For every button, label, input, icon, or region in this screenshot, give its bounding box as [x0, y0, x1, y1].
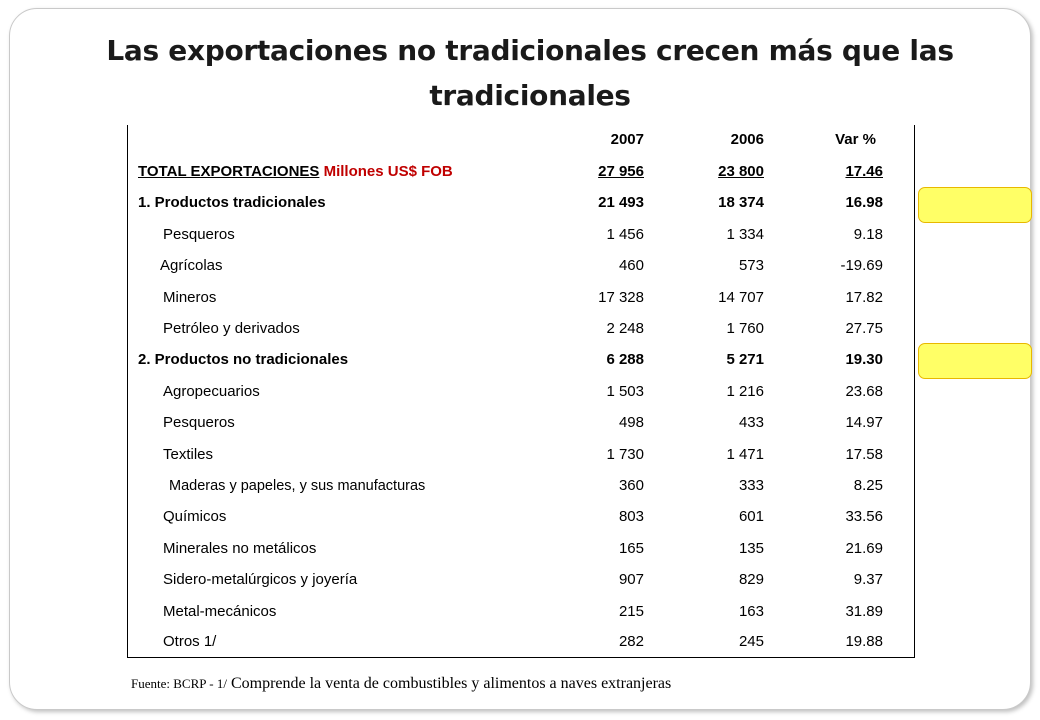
notrad-item-2006: 333	[738, 477, 764, 494]
trad-item-row: Agrícolas 460 573 -19.69	[128, 251, 914, 281]
notrad-item-row: Minerales no metálicos 165 135 21.69	[128, 534, 914, 564]
notrad-item-2006: 245	[738, 633, 764, 650]
notrad-item-2006: 163	[738, 603, 764, 620]
notrad-item-label: Químicos	[163, 508, 227, 525]
notrad-item-row: Pesqueros 498 433 14.97	[128, 408, 914, 438]
header-2007: 2007	[610, 131, 644, 148]
notrad-item-var: 9.37	[853, 571, 883, 588]
trad-item-label: Pesqueros	[163, 226, 235, 243]
total-2007: 27 956	[598, 163, 644, 180]
trad-row: 1. Productos tradicionales 21 493 18 374…	[128, 188, 914, 218]
trad-item-var: 9.18	[853, 226, 883, 243]
trad-item-row: Pesqueros 1 456 1 334 9.18	[128, 220, 914, 250]
notrad-item-row: Sidero-metalúrgicos y joyería 907 829 9.…	[128, 565, 914, 595]
trad-item-2007: 2 248	[606, 320, 644, 337]
notrad-item-label: Maderas y papeles, y sus manufacturas	[169, 478, 426, 494]
trad-item-2006: 1 760	[726, 320, 764, 337]
notrad-item-var: 8.25	[853, 477, 883, 494]
notrad-label: 2. Productos no tradicionales	[138, 351, 349, 368]
total-2006: 23 800	[718, 163, 764, 180]
footnote-note: Comprende la venta de combustibles y ali…	[226, 675, 672, 692]
notrad-item-2007: 907	[618, 571, 644, 588]
notrad-item-label: Textiles	[163, 446, 214, 463]
notrad-item-2006: 1 471	[726, 446, 764, 463]
notrad-item-2007: 1 730	[606, 446, 644, 463]
total-var: 17.46	[845, 163, 883, 180]
notrad-item-label: Otros 1/	[163, 633, 217, 650]
notrad-item-2007: 215	[618, 603, 644, 620]
total-label-wrap: TOTAL EXPORTACIONES Millones US$ FOB	[138, 162, 453, 182]
notrad-item-2006: 433	[738, 414, 764, 431]
notrad-item-var: 31.89	[845, 603, 883, 620]
trad-item-var: 27.75	[845, 320, 883, 337]
notrad-item-row: Textiles 1 730 1 471 17.58	[128, 440, 914, 470]
notrad-item-var: 17.58	[845, 446, 883, 463]
notrad-item-2007: 165	[618, 540, 644, 557]
total-label: TOTAL EXPORTACIONES	[138, 163, 320, 180]
notrad-item-label: Minerales no metálicos	[163, 540, 317, 557]
trad-item-2007: 1 456	[606, 226, 644, 243]
notrad-item-label: Sidero-metalúrgicos y joyería	[163, 571, 358, 588]
notrad-item-row: Químicos 803 601 33.56	[128, 502, 914, 532]
notrad-item-row: Otros 1/ 282 245 19.88	[128, 627, 914, 657]
trad-item-row: Mineros 17 328 14 707 17.82	[128, 283, 914, 313]
notrad-item-2007: 360	[618, 477, 644, 494]
notrad-item-var: 19.88	[845, 633, 883, 650]
notrad-item-var: 33.56	[845, 508, 883, 525]
notrad-item-2007: 803	[618, 508, 644, 525]
notrad-row: 2. Productos no tradicionales 6 288 5 27…	[128, 345, 914, 375]
trad-item-label: Mineros	[163, 289, 217, 306]
highlight-notrad-var	[918, 343, 1032, 379]
header-2006: 2006	[730, 131, 764, 148]
notrad-item-label: Pesqueros	[163, 414, 235, 431]
notrad-item-2006: 829	[738, 571, 764, 588]
exports-table: 2007 2006 Var % TOTAL EXPORTACIONES Mill…	[127, 125, 1032, 658]
notrad-item-var: 23.68	[845, 383, 883, 400]
notrad-item-2006: 135	[738, 540, 764, 557]
notrad-item-var: 14.97	[845, 414, 883, 431]
notrad-var: 19.30	[845, 351, 883, 368]
trad-2007: 21 493	[598, 194, 644, 211]
total-row: TOTAL EXPORTACIONES Millones US$ FOB 27 …	[128, 157, 914, 187]
trad-var: 16.98	[845, 194, 883, 211]
notrad-item-label: Agropecuarios	[163, 383, 260, 400]
header-row: 2007 2006 Var %	[128, 125, 914, 155]
notrad-item-var: 21.69	[845, 540, 883, 557]
notrad-item-2006: 601	[738, 508, 764, 525]
trad-item-2007: 460	[618, 257, 644, 274]
total-unit: Millones US$ FOB	[323, 163, 453, 180]
trad-item-2006: 1 334	[726, 226, 764, 243]
notrad-item-row: Metal-mecánicos 215 163 31.89	[128, 597, 914, 627]
header-var: Var %	[835, 131, 876, 148]
slide-frame	[9, 8, 1031, 710]
notrad-item-2007: 1 503	[606, 383, 644, 400]
notrad-2007: 6 288	[606, 351, 644, 368]
trad-2006: 18 374	[718, 194, 764, 211]
trad-label: 1. Productos tradicionales	[138, 194, 326, 211]
trad-item-2006: 573	[738, 257, 764, 274]
notrad-item-label: Metal-mecánicos	[163, 603, 277, 620]
trad-item-row: Petróleo y derivados 2 248 1 760 27.75	[128, 314, 914, 344]
notrad-item-row: Agropecuarios 1 503 1 216 23.68	[128, 377, 914, 407]
notrad-item-2007: 282	[618, 633, 644, 650]
trad-item-label: Petróleo y derivados	[163, 320, 300, 337]
footnote: Fuente: BCRP - 1/ Comprende la venta de …	[131, 675, 671, 693]
trad-item-2007: 17 328	[598, 289, 644, 306]
notrad-item-2007: 498	[618, 414, 644, 431]
notrad-2006: 5 271	[726, 351, 764, 368]
notrad-item-2006: 1 216	[726, 383, 764, 400]
footnote-source: Fuente: BCRP - 1/	[131, 676, 227, 691]
highlight-trad-var	[918, 187, 1032, 223]
notrad-item-row: Maderas y papeles, y sus manufacturas 36…	[128, 471, 914, 501]
trad-item-var: -19.69	[840, 257, 883, 274]
slide-title: Las exportaciones no tradicionales crece…	[106, 34, 954, 112]
trad-item-var: 17.82	[845, 289, 883, 306]
trad-item-label: Agrícolas	[160, 257, 223, 274]
trad-item-2006: 14 707	[718, 289, 764, 306]
